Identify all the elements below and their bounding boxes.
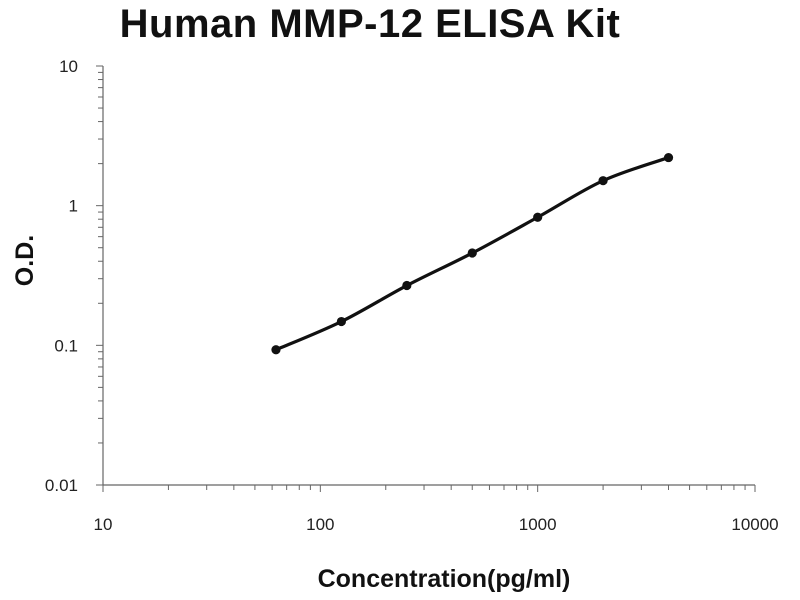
x-tick-label: 10: [94, 515, 113, 534]
data-point: [533, 212, 543, 222]
series-layer: [271, 152, 674, 355]
chart-title: Human MMP-12 ELISA Kit: [119, 2, 621, 46]
y-tick-label: 0.01: [45, 476, 78, 495]
data-point: [402, 280, 412, 291]
x-ticks: [102, 485, 756, 492]
y-tick-label: 1: [69, 197, 78, 216]
data-point: [336, 316, 346, 327]
x-tick-label: 100: [306, 515, 334, 534]
x-tick-label: 10000: [731, 515, 778, 534]
axes: [102, 66, 755, 486]
y-ticks: [96, 65, 103, 486]
data-point: [663, 152, 674, 163]
data-point: [271, 345, 281, 355]
data-point: [467, 248, 477, 258]
y-tick-label: 10: [59, 57, 78, 76]
x-tick-label: 1000: [519, 515, 557, 534]
y-tick-labels: 0.01 0.1 1 10: [45, 57, 78, 495]
data-point: [598, 176, 608, 186]
y-tick-label: 0.1: [54, 336, 78, 355]
x-axis-title: Concentration(pg/ml): [318, 565, 571, 593]
x-tick-labels: 10 100 1000 10000: [94, 515, 779, 534]
y-axis-title: O.D.: [11, 235, 39, 286]
